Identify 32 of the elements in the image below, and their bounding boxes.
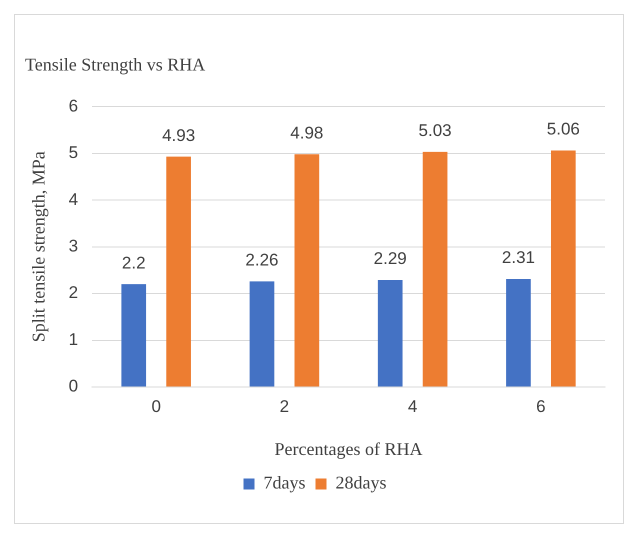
y-tick-label: 1 <box>68 330 78 349</box>
data-label: 2.31 <box>502 248 535 268</box>
bar <box>550 150 576 386</box>
bar <box>422 152 448 386</box>
y-tick-label: 6 <box>68 96 78 116</box>
bar <box>294 154 320 386</box>
y-tick-label: 4 <box>68 190 78 209</box>
bar <box>506 279 531 386</box>
data-label: 5.06 <box>546 120 580 139</box>
x-tick-label: 4 <box>408 396 418 416</box>
bar <box>121 284 146 386</box>
y-axis-title: Split tensile strength, MPa <box>28 151 49 342</box>
data-label: 2.26 <box>245 250 279 270</box>
data-label: 2.29 <box>374 249 407 268</box>
data-label: 5.03 <box>418 121 452 140</box>
x-tick-label: 2 <box>280 396 290 416</box>
data-label: 2.2 <box>122 253 146 272</box>
bar <box>166 156 191 386</box>
chart-title: Tensile Strength vs RHA <box>25 54 206 75</box>
data-label: 4.98 <box>290 123 324 142</box>
x-tick-label: 0 <box>151 396 161 416</box>
y-tick-label: 0 <box>68 376 78 396</box>
data-label: 4.93 <box>162 126 196 145</box>
y-tick-label: 3 <box>68 236 78 256</box>
x-axis-title: Percentages of RHA <box>274 438 423 459</box>
bar <box>250 281 274 386</box>
y-tick-label: 2 <box>68 283 78 302</box>
y-tick-label: 5 <box>68 143 78 162</box>
bar <box>378 280 403 386</box>
legend-label: 7days <box>264 472 306 493</box>
legend-label: 28days <box>336 472 386 493</box>
x-tick-label: 6 <box>536 396 546 416</box>
